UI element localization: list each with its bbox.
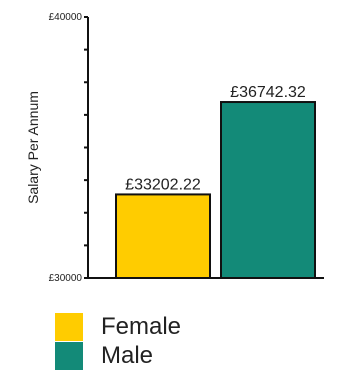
legend-label-female: Female	[101, 313, 182, 340]
y-axis-title: Salary Per Annum	[25, 91, 41, 204]
legend-item-male: Male	[55, 342, 181, 370]
data-labels: £33202.22 £36742.32	[125, 84, 306, 193]
legend-swatch-female	[55, 313, 83, 341]
legend-swatch-male	[55, 342, 83, 370]
legend-label-male: Male	[101, 342, 154, 369]
data-label-female: £33202.22	[125, 176, 201, 193]
y-tick-label: £30000	[49, 273, 83, 284]
legend: Female Male	[55, 313, 181, 371]
bar-female	[115, 193, 211, 279]
bar-chart: £30000 £40000 £33202.22 £36742.32 Salary P…	[25, 12, 324, 284]
data-label-male: £36742.32	[230, 84, 306, 101]
bar-male	[220, 101, 316, 279]
y-axis-ticks: £30000 £40000	[49, 12, 88, 284]
legend-item-female: Female	[55, 313, 181, 341]
y-tick-label: £40000	[49, 12, 83, 23]
